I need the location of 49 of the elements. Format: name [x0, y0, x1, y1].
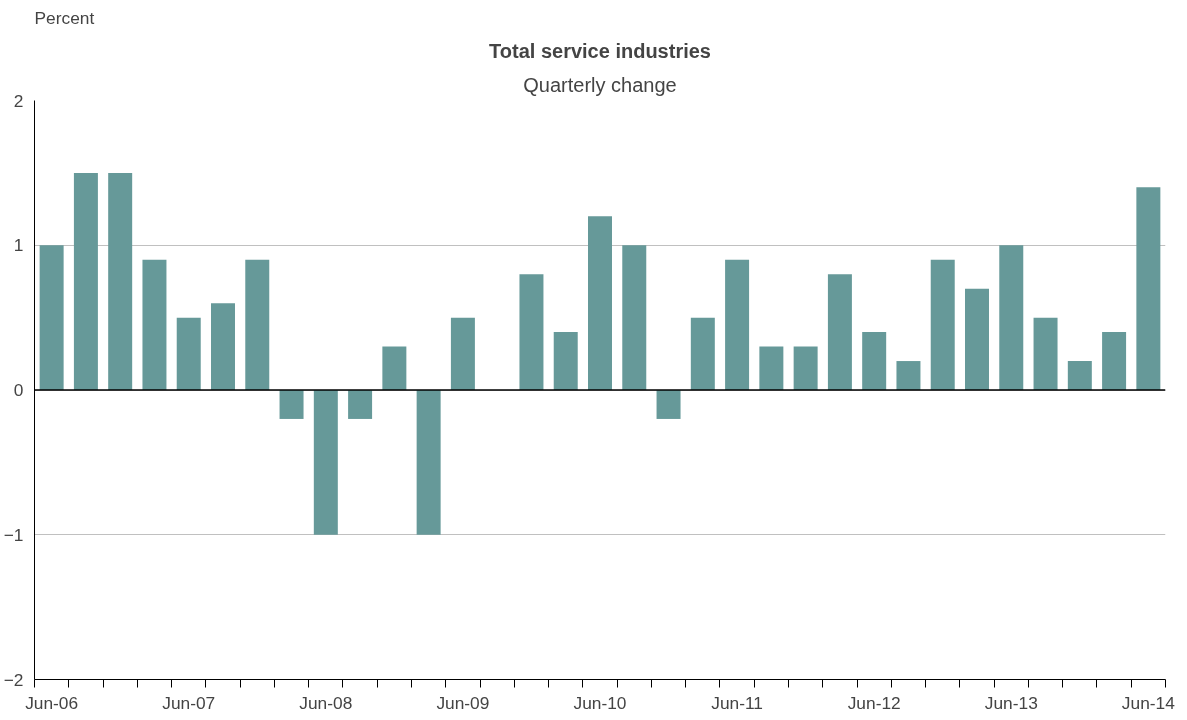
bar: [348, 390, 373, 419]
bar: [690, 317, 715, 390]
x-tick-label: Jun-12: [847, 692, 901, 713]
bar: [211, 303, 235, 390]
x-tick-label: Jun-09: [436, 692, 490, 713]
bar: [965, 288, 989, 390]
bar: [519, 274, 544, 390]
y-tick-label: −2: [3, 669, 24, 690]
x-tick-label: Jun-07: [162, 692, 216, 713]
bar: [999, 245, 1024, 390]
bar: [142, 259, 167, 390]
y-tick-label: 2: [13, 90, 24, 111]
bar: [73, 172, 98, 390]
bar: [896, 361, 921, 390]
bar: [553, 332, 578, 390]
bar: [382, 346, 407, 390]
bar: [39, 245, 64, 390]
bar: [1067, 361, 1092, 390]
y-axis-title: Percent: [34, 7, 95, 28]
bar: [313, 390, 338, 535]
bar: [108, 172, 133, 390]
x-tick-label: Jun-08: [299, 692, 353, 713]
x-tick-label: Jun-06: [25, 692, 79, 713]
chart-title: Total service industries: [489, 39, 711, 62]
x-tick-label: Jun-10: [573, 692, 627, 713]
bar: [622, 245, 647, 390]
y-tick-label: 0: [13, 380, 24, 400]
bar: [1033, 317, 1058, 390]
bar: [1136, 187, 1161, 390]
bar: [862, 332, 887, 390]
bar: [1102, 332, 1127, 390]
y-tick-label: 1: [13, 235, 24, 256]
bar: [176, 317, 201, 390]
chart-subtitle: Quarterly change: [523, 73, 677, 96]
x-tick-label: Jun-11: [711, 692, 763, 713]
y-tick-label: −1: [3, 524, 24, 545]
bar: [588, 216, 612, 390]
bar: [930, 259, 955, 390]
bar: [416, 390, 441, 535]
bar: [656, 390, 681, 419]
x-tick-label: Jun-14: [1121, 692, 1176, 713]
bar: [759, 346, 784, 390]
bar: [827, 274, 852, 390]
x-tick-label: Jun-13: [984, 692, 1038, 713]
bar: [450, 317, 475, 390]
bar: [793, 346, 818, 390]
bar: [279, 390, 304, 419]
bar: [725, 259, 750, 390]
bar: [245, 259, 270, 390]
